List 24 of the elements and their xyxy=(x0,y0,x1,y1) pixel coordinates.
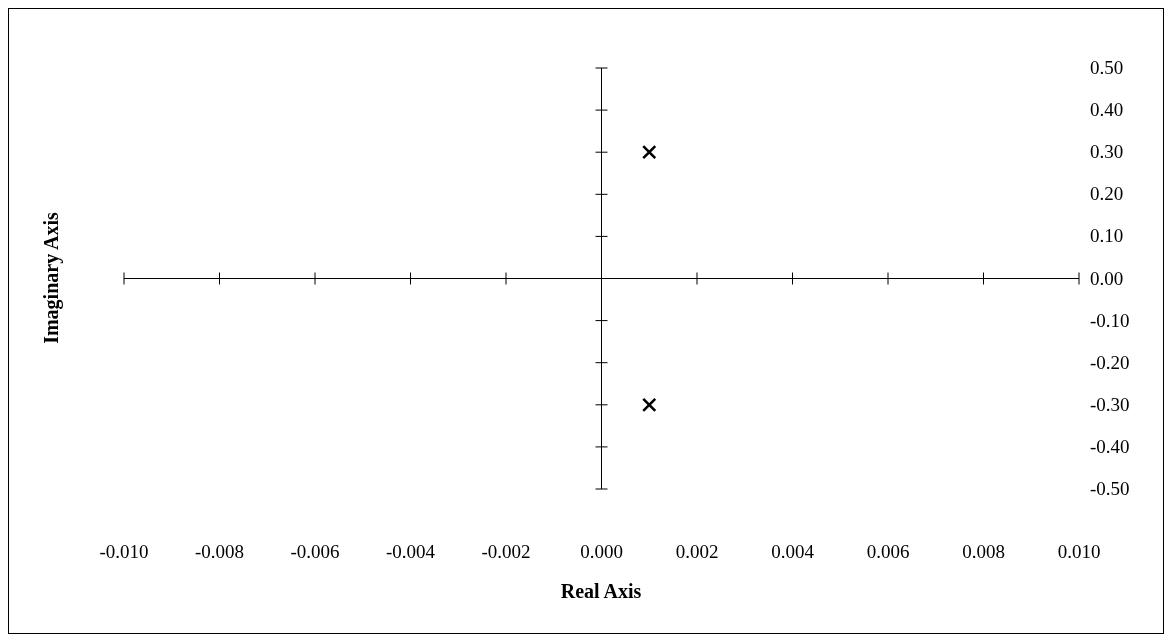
y-tick-label: 0.10 xyxy=(1090,225,1124,247)
x-tick-label: -0.010 xyxy=(99,541,149,562)
y-tick-label: 0.00 xyxy=(1090,267,1124,289)
y-tick-label: -0.30 xyxy=(1090,393,1130,415)
y-tick-label: -0.10 xyxy=(1090,309,1130,331)
x-axis-title: Real Axis xyxy=(560,580,642,602)
x-tick-label: 0.010 xyxy=(1057,541,1101,562)
x-tick-label: -0.004 xyxy=(385,541,436,562)
y-tick-label: -0.40 xyxy=(1090,435,1130,457)
x-tick-label: -0.006 xyxy=(290,541,340,562)
y-axis-title: Imaginary Axis xyxy=(40,211,63,344)
x-tick-label: 0.006 xyxy=(866,541,910,562)
x-tick-label: 0.002 xyxy=(675,541,719,562)
y-tick-label: 0.50 xyxy=(1090,57,1124,78)
y-tick-label: -0.50 xyxy=(1090,478,1130,499)
y-tick-label: 0.20 xyxy=(1090,183,1124,205)
x-tick-label: 0.008 xyxy=(962,541,1005,562)
x-tick-label: -0.002 xyxy=(481,541,531,562)
y-tick-label: -0.20 xyxy=(1090,351,1130,373)
x-tick-label: 0.004 xyxy=(771,541,815,562)
x-tick-label: 0.000 xyxy=(580,541,623,562)
y-tick-label: 0.40 xyxy=(1090,99,1124,121)
y-tick-label: 0.30 xyxy=(1090,141,1124,163)
x-tick-label: -0.008 xyxy=(194,541,245,562)
